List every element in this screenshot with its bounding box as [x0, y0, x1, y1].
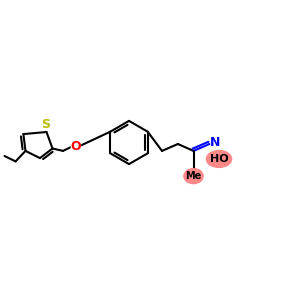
Text: O: O: [70, 140, 81, 153]
Text: N: N: [210, 136, 220, 149]
Text: HO: HO: [210, 154, 228, 164]
Ellipse shape: [206, 151, 232, 167]
Ellipse shape: [184, 169, 203, 184]
Text: Me: Me: [185, 171, 202, 181]
Text: S: S: [41, 118, 50, 131]
